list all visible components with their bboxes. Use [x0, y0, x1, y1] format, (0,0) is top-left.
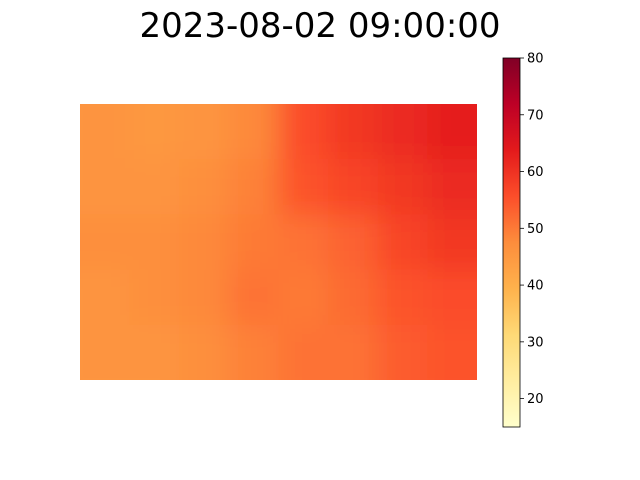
colorbar-tick-label: 60	[527, 165, 544, 180]
heatmap-cell	[228, 159, 280, 216]
heatmap-cell	[328, 324, 379, 380]
heatmap-cell	[328, 214, 379, 271]
heatmap-cell	[80, 104, 131, 161]
heatmap-cell	[377, 214, 429, 271]
chart-title: 2023-08-02 09:00:00	[139, 6, 501, 46]
colorbar-ticks: 20 30 40 50 60 70 80	[520, 52, 544, 407]
heatmap-cell	[129, 269, 181, 326]
heatmap-cell	[328, 269, 379, 326]
heatmap-cell	[129, 214, 181, 271]
heatmap-cell	[377, 104, 429, 161]
heatmap-cell	[80, 269, 131, 326]
heatmap-cell	[179, 159, 230, 216]
colorbar	[502, 57, 521, 428]
heatmap-cell	[179, 269, 230, 326]
colorbar-tick-label: 20	[527, 392, 544, 407]
heatmap-cell	[228, 214, 280, 271]
colorbar-tick-label: 70	[527, 108, 544, 123]
heatmap-cell	[328, 104, 379, 161]
heatmap-cell	[427, 269, 477, 326]
heatmap-cell	[278, 104, 330, 161]
heatmap-cell	[179, 104, 230, 161]
heatmap-cell	[80, 159, 131, 216]
heatmap-cells	[80, 104, 477, 380]
heatmap-cell	[129, 159, 181, 216]
colorbar-tick-label: 50	[527, 222, 544, 237]
colorbar-tick-label: 80	[527, 52, 544, 67]
heatmap-cell	[377, 269, 429, 326]
heatmap-cell	[427, 159, 477, 216]
heatmap-cell	[80, 324, 131, 380]
heatmap-cell	[278, 159, 330, 216]
colorbar-tick-label: 30	[527, 335, 544, 350]
heatmap-cell	[129, 324, 181, 380]
heatmap-cell	[179, 214, 230, 271]
heatmap-cell	[228, 104, 280, 161]
heatmap-cell	[278, 214, 330, 271]
colorbar-tick-label: 40	[527, 279, 544, 294]
heatmap-cell	[278, 269, 330, 326]
heatmap-cell	[129, 104, 181, 161]
heatmap-cell	[377, 159, 429, 216]
heatmap-cell	[80, 214, 131, 271]
heatmap-cell	[228, 324, 280, 380]
heatmap-cell	[427, 214, 477, 271]
heatmap-cell	[278, 324, 330, 380]
heatmap-cell	[179, 324, 230, 380]
heatmap-cell	[377, 324, 429, 380]
heatmap-cell	[427, 324, 477, 380]
heatmap-cell	[328, 159, 379, 216]
heatmap-cell	[427, 104, 477, 161]
heatmap-cell	[228, 269, 280, 326]
